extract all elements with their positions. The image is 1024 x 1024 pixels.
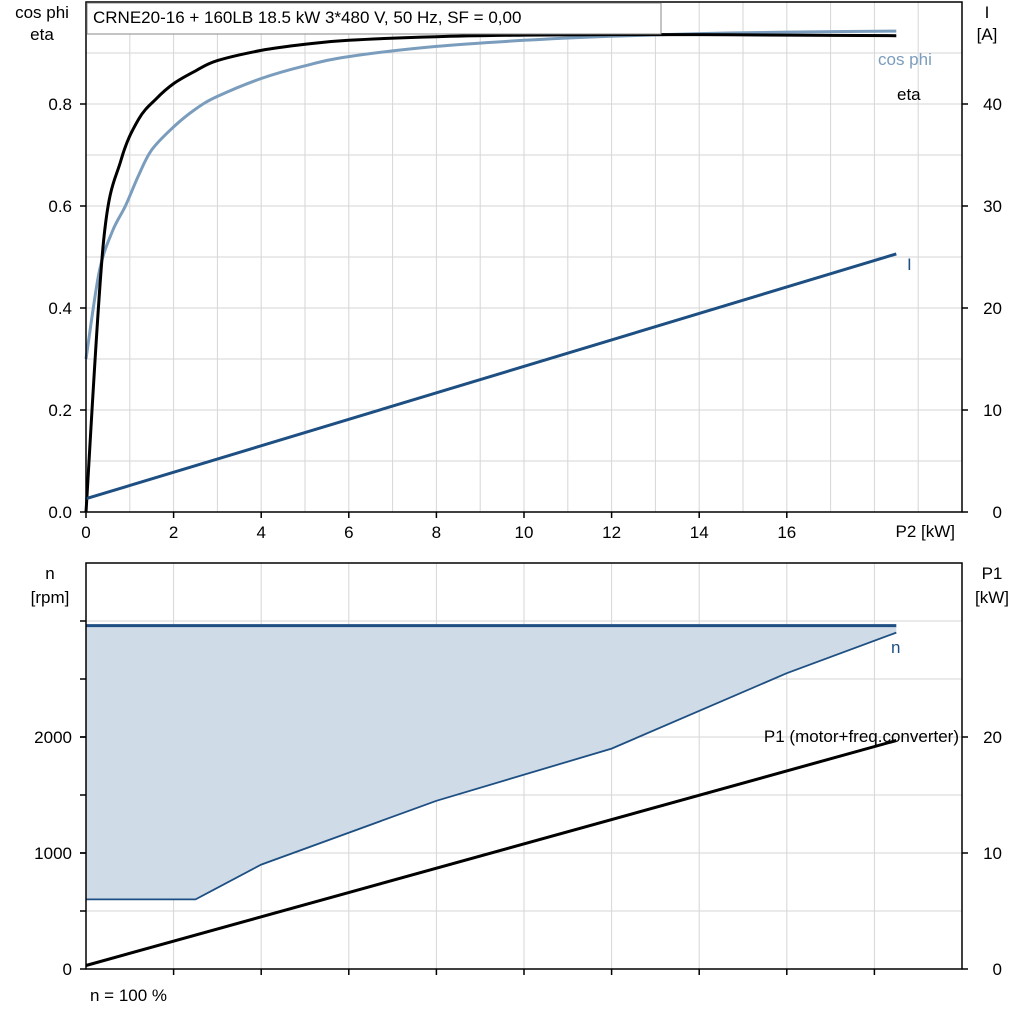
right-axis-label-p1: P1 bbox=[982, 564, 1003, 583]
x-axis-label: P2 [kW] bbox=[895, 522, 955, 541]
left-y-tick-label: 0.0 bbox=[48, 503, 72, 522]
right-y-tick-label: 40 bbox=[983, 95, 1002, 114]
top-chart-ticks: 0 2 4 6 8 10 12 14 16 0.0 0.2 0.4 0.6 0.8 0 10 20 30 40 bbox=[48, 95, 1002, 542]
series-label-p1: P1 (motor+freq.converter) bbox=[764, 727, 959, 746]
left-axis-label-n: n bbox=[45, 564, 54, 583]
x-tick-label: 16 bbox=[777, 523, 796, 542]
x-tick-label: 14 bbox=[690, 523, 709, 542]
top-chart-grid bbox=[86, 2, 962, 512]
speed-range-band bbox=[86, 625, 897, 900]
left-y-tick-label: 0.6 bbox=[48, 197, 72, 216]
x-tick-label: 0 bbox=[81, 523, 90, 542]
title-box bbox=[86, 2, 662, 35]
series-line-p1-motor-freq-converter- bbox=[85, 739, 897, 967]
bottom-chart-series bbox=[85, 624, 897, 967]
x-tick-label: 8 bbox=[432, 523, 441, 542]
x-tick-label: 4 bbox=[256, 523, 265, 542]
right-axis-label-current: I bbox=[985, 3, 990, 22]
series-label-n: n bbox=[891, 638, 900, 657]
left-axis-label-eta: eta bbox=[30, 25, 54, 44]
right-y-tick-label: 30 bbox=[983, 197, 1002, 216]
chart-title: CRNE20-16 + 160LB 18.5 kW 3*480 V, 50 Hz… bbox=[93, 8, 521, 27]
x-tick-label: 6 bbox=[344, 523, 353, 542]
top-chart-series bbox=[84, 29, 897, 513]
right-axis-unit-current: [A] bbox=[977, 25, 998, 44]
right-y-tick-label: 10 bbox=[983, 401, 1002, 420]
series-label-current: I bbox=[907, 255, 912, 274]
right-y-tick-label: 10 bbox=[983, 844, 1002, 863]
left-y-tick-label: 0.4 bbox=[48, 299, 72, 318]
right-y-tick-label: 20 bbox=[983, 728, 1002, 747]
right-y-tick-label: 0 bbox=[993, 960, 1002, 979]
left-y-tick-label: 2000 bbox=[34, 728, 72, 747]
x-tick-label: 2 bbox=[169, 523, 178, 542]
left-axis-unit-rpm: [rpm] bbox=[31, 588, 70, 607]
series-label-eta: eta bbox=[897, 85, 921, 104]
speed-footnote: n = 100 % bbox=[90, 986, 167, 1005]
x-tick-label: 10 bbox=[515, 523, 534, 542]
left-y-tick-label: 1000 bbox=[34, 844, 72, 863]
left-axis-label-cosphi: cos phi bbox=[15, 3, 69, 22]
right-axis-unit-kw: [kW] bbox=[975, 588, 1009, 607]
x-tick-label: 12 bbox=[602, 523, 621, 542]
left-y-tick-label: 0.2 bbox=[48, 401, 72, 420]
left-y-tick-label: 0.8 bbox=[48, 95, 72, 114]
series-line-i bbox=[85, 252, 897, 501]
left-y-tick-label: 0 bbox=[63, 960, 72, 979]
series-line-eta bbox=[84, 33, 897, 513]
min-speed-edge-line bbox=[86, 631, 897, 901]
right-y-tick-label: 0 bbox=[993, 503, 1002, 522]
bottom-chart-ticks: 0 1000 2000 0 10 20 bbox=[34, 620, 1002, 979]
series-line-cos-phi bbox=[84, 29, 897, 360]
right-y-tick-label: 20 bbox=[983, 299, 1002, 318]
series-label-cosphi: cos phi bbox=[878, 50, 932, 69]
